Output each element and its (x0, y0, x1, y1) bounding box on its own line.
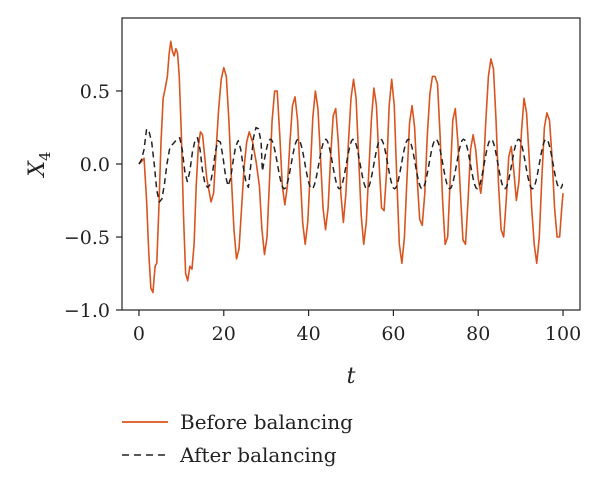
series-layer (138, 40, 564, 294)
y-axis-ticks: −1.0 −0.5 0.0 0.5 (64, 81, 122, 322)
svg-text:X4: X4 (25, 151, 54, 178)
series-line-after-balancing (138, 126, 564, 203)
legend-entry-before: Before balancing (122, 410, 353, 434)
plot-area: 0 20 40 60 80 100 −1.0 −0.5 0.0 0.5 (64, 17, 581, 345)
legend: Before balancing After balancing (122, 410, 353, 467)
y-axis-label-main: X (25, 160, 50, 179)
y-tick-label: −0.5 (64, 227, 110, 249)
legend-label-before: Before balancing (180, 410, 353, 434)
x-tick-label: 60 (381, 323, 405, 345)
x-axis-label: t (347, 364, 356, 389)
x-tick-label: 80 (466, 323, 490, 345)
y-tick-label: 0.5 (80, 81, 110, 103)
y-tick-label: −1.0 (64, 300, 110, 322)
y-axis-label: X4 (25, 151, 54, 178)
y-tick-label: 0.0 (80, 154, 110, 176)
legend-entry-after: After balancing (122, 443, 337, 467)
x-tick-label: 0 (133, 323, 145, 345)
x-tick-label: 20 (212, 323, 236, 345)
series-line-before-balancing (138, 40, 564, 294)
x-tick-label: 100 (545, 323, 581, 345)
x-tick-label: 40 (296, 323, 320, 345)
x-axis-ticks: 0 20 40 60 80 100 (133, 310, 581, 345)
legend-label-after: After balancing (179, 443, 337, 467)
y-axis-label-subscript: 4 (36, 151, 54, 161)
